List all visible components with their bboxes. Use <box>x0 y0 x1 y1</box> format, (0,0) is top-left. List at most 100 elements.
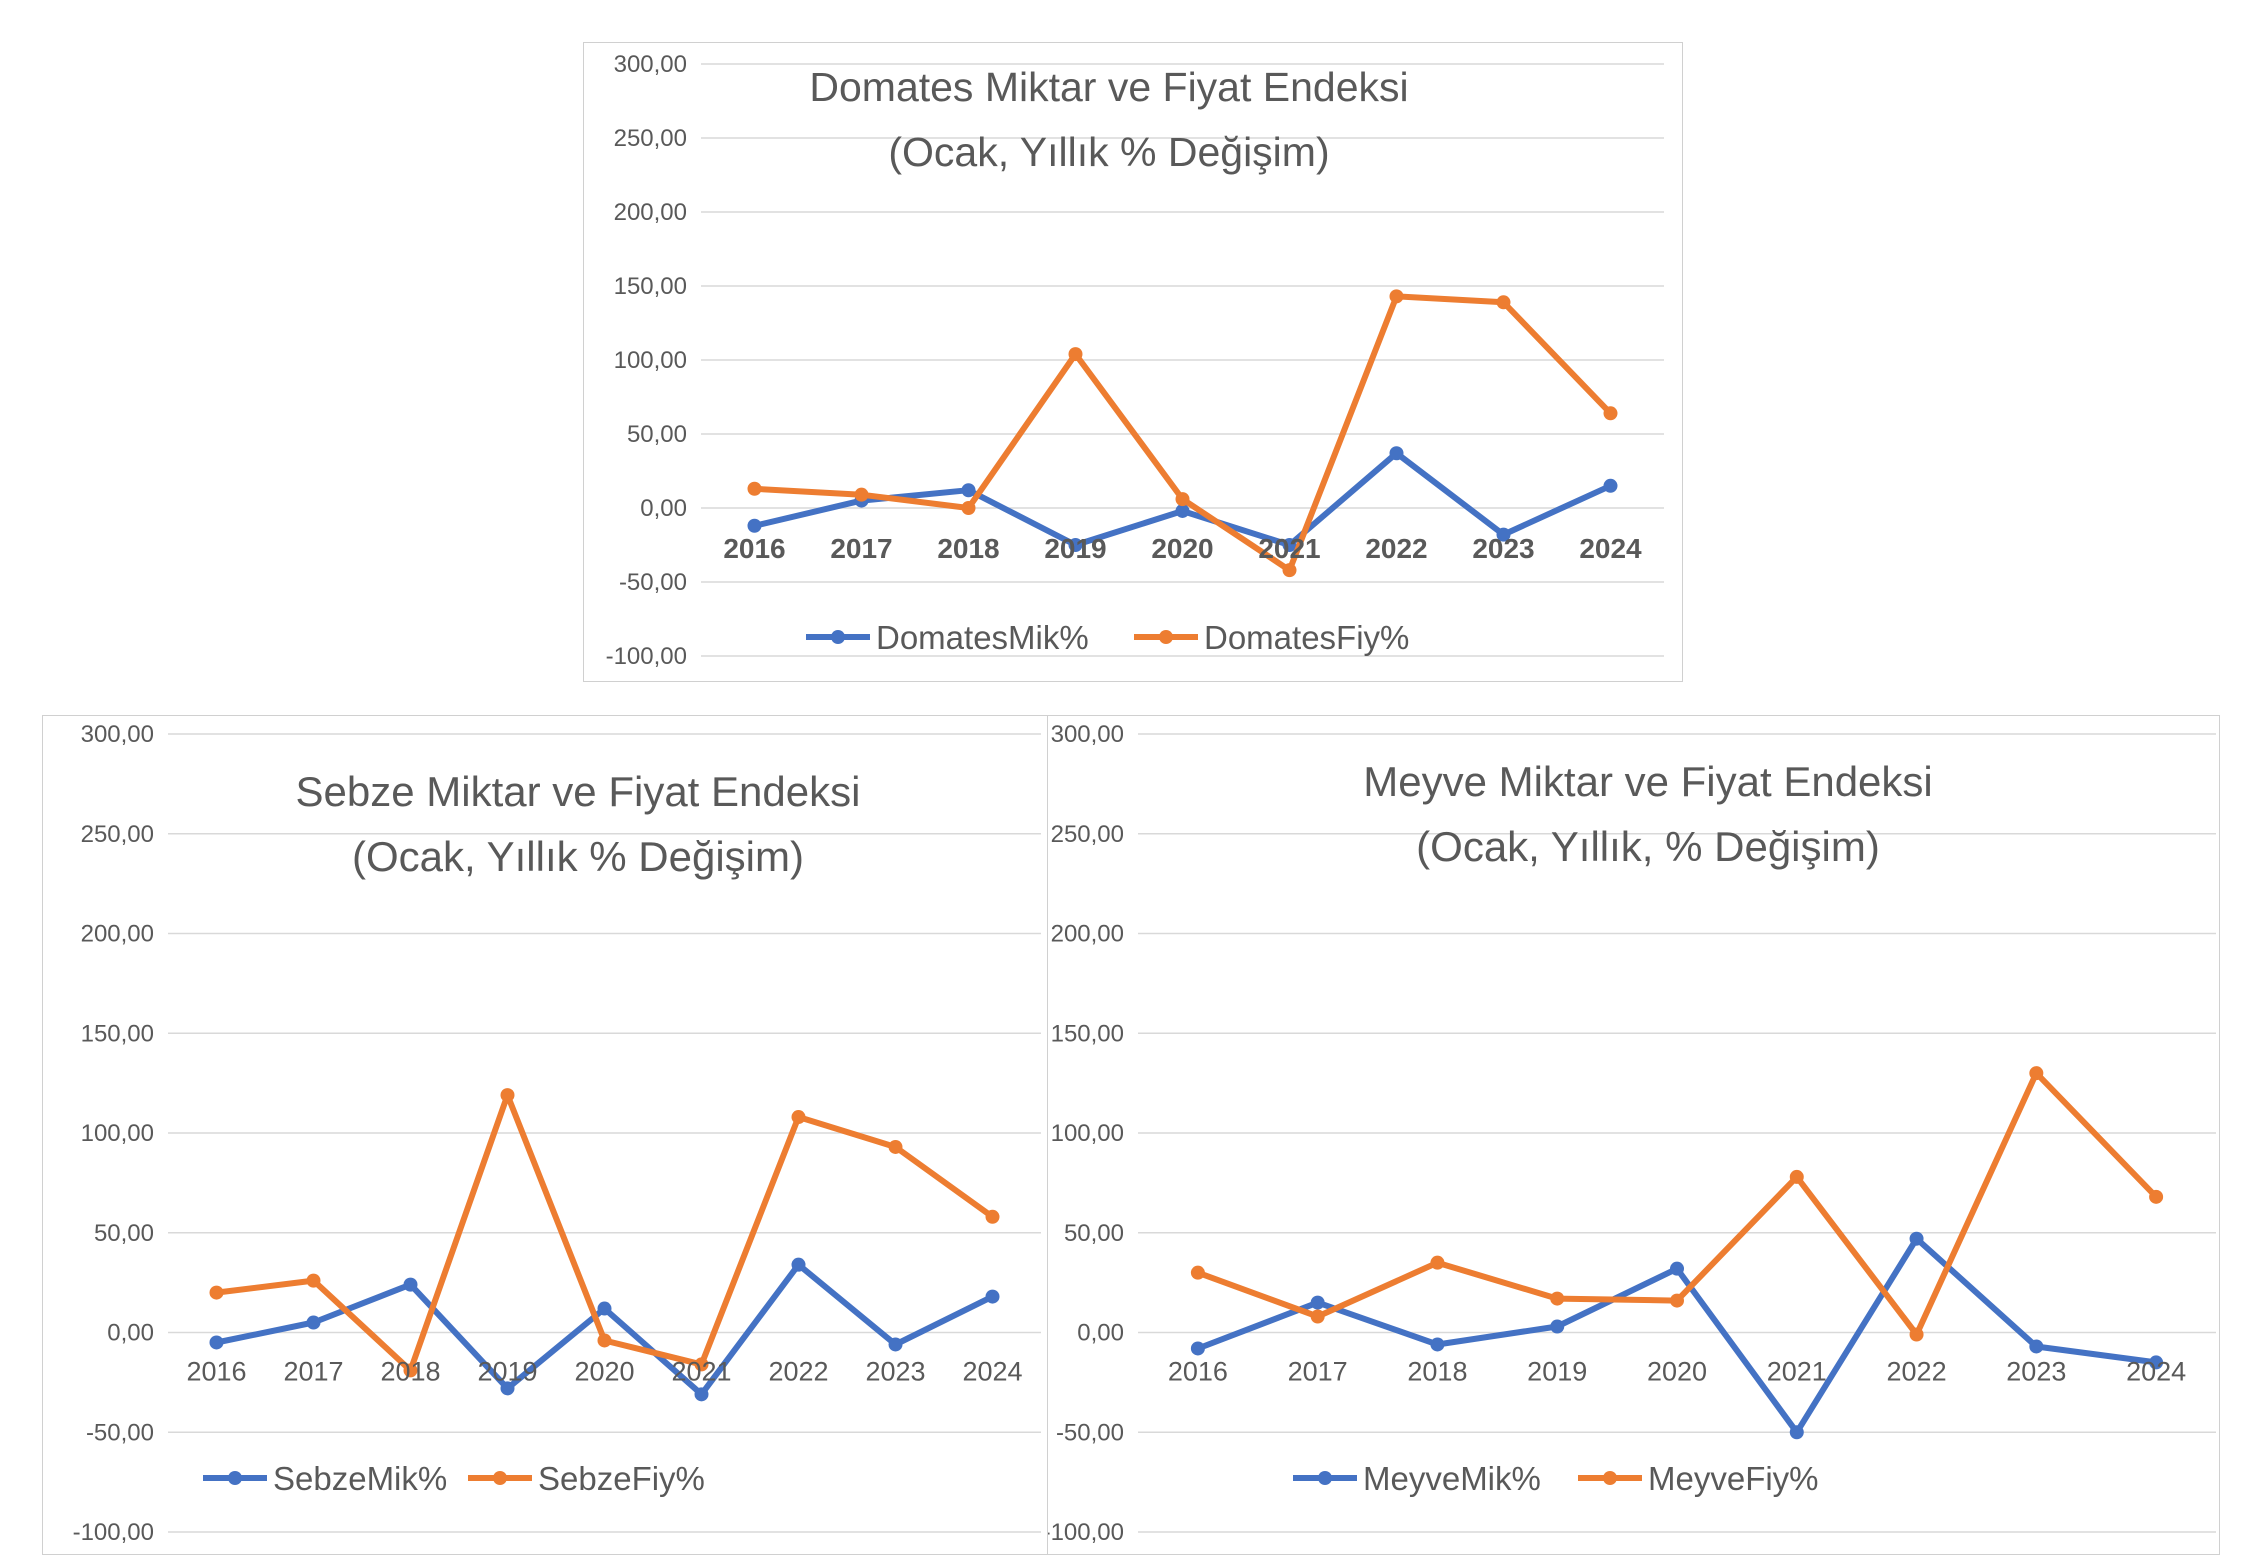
x-tick-label: 2019 <box>1044 533 1106 564</box>
legend-swatch-marker <box>1603 1471 1617 1485</box>
y-tick-label: 250,00 <box>614 125 687 152</box>
data-point <box>1670 1293 1684 1308</box>
chart-title: Sebze Miktar ve Fiyat Endeksi <box>296 768 861 815</box>
x-tick-label: 2020 <box>574 1357 634 1387</box>
chart-svg-meyve: 300,00 250,00 200,00 150,00 100,00 50,00 0,00 -… <box>1048 721 2216 1546</box>
data-point <box>791 1257 806 1272</box>
data-point <box>1068 347 1083 362</box>
y-tick-label: 250,00 <box>1051 821 1124 848</box>
chart-subtitle: (Ocak, Yıllık % Değişim) <box>888 129 1329 175</box>
data-point <box>2149 1189 2164 1204</box>
x-tick-label: 2021 <box>1258 533 1320 564</box>
data-point <box>1282 563 1297 578</box>
y-tick-label: 0,00 <box>1077 1320 1124 1347</box>
data-point <box>1430 1337 1445 1352</box>
y-tick-label: 250,00 <box>81 821 154 848</box>
x-tick-label: 2022 <box>1365 533 1427 564</box>
x-tick-label: 2018 <box>1407 1357 1467 1387</box>
data-point <box>1389 289 1404 304</box>
chart-domates: 300,00 250,00 200,00 150,00 100,00 50,00 0,00 -… <box>583 42 1683 682</box>
x-tick-label: 2018 <box>380 1357 440 1387</box>
legend-label: SebzeFiy% <box>538 1460 705 1497</box>
data-point <box>888 1337 903 1352</box>
data-point <box>403 1277 418 1292</box>
data-point <box>1789 1425 1804 1440</box>
y-tick-label: 100,00 <box>614 347 687 374</box>
data-point <box>1175 492 1190 507</box>
data-point <box>1190 1265 1205 1280</box>
y-tick-label: -50,00 <box>1056 1419 1124 1446</box>
x-tick-label: 2016 <box>723 533 785 564</box>
y-tick-label: -50,00 <box>619 569 687 596</box>
y-tick-label: 300,00 <box>614 51 687 78</box>
y-tick-label: -100,00 <box>606 643 687 670</box>
data-point <box>1190 1341 1205 1356</box>
data-point <box>1909 1327 1924 1342</box>
y-tick-label: -100,00 <box>73 1519 154 1546</box>
y-tick-label: 150,00 <box>81 1020 154 1047</box>
y-tick-label: -100,00 <box>1048 1519 1124 1546</box>
data-point <box>2149 1355 2164 1370</box>
data-point <box>209 1335 224 1350</box>
data-point <box>791 1110 806 1125</box>
chart-title: Meyve Miktar ve Fiyat Endeksi <box>1363 758 1933 805</box>
data-point <box>209 1285 224 1300</box>
legend-swatch-marker <box>831 630 845 644</box>
data-point <box>961 501 976 515</box>
x-tick-label: 2020 <box>1151 533 1213 564</box>
data-point <box>306 1315 321 1330</box>
legend-label: DomatesMik% <box>876 619 1089 656</box>
data-point <box>1789 1169 1804 1184</box>
legend-swatch-marker <box>493 1471 507 1485</box>
chart-svg-sebze: 300,00 250,00 200,00 150,00 100,00 50,00 0,00 -… <box>73 721 1041 1546</box>
x-tick-label: 2016 <box>186 1357 246 1387</box>
chart-title: Domates Miktar ve Fiyat Endeksi <box>809 64 1408 110</box>
data-point <box>1389 446 1404 461</box>
x-tick-label: 2023 <box>865 1357 925 1387</box>
x-tick-label: 2020 <box>1647 1357 1707 1387</box>
data-point <box>1909 1231 1924 1246</box>
data-point <box>747 481 762 496</box>
data-point <box>403 1363 418 1378</box>
legend-label: MeyveMik% <box>1363 1460 1541 1497</box>
data-point <box>985 1209 1000 1224</box>
legend-label: SebzeMik% <box>273 1460 447 1497</box>
data-point <box>888 1139 903 1154</box>
data-point <box>500 1381 515 1396</box>
data-point <box>1670 1261 1684 1276</box>
data-point <box>2029 1066 2044 1081</box>
data-point <box>1550 1319 1565 1334</box>
x-tick-label: 2017 <box>830 533 892 564</box>
y-tick-label: 150,00 <box>1051 1020 1124 1047</box>
data-point <box>1430 1255 1445 1270</box>
data-point <box>1068 538 1083 552</box>
x-tick-label: 2022 <box>768 1357 828 1387</box>
data-point <box>597 1333 612 1348</box>
x-tick-label: 2024 <box>962 1357 1022 1387</box>
y-tick-label: 200,00 <box>81 921 154 948</box>
y-tick-label: 300,00 <box>81 721 154 748</box>
y-tick-label: 50,00 <box>627 421 687 448</box>
x-tick-label: 2016 <box>1168 1357 1228 1387</box>
y-tick-label: 0,00 <box>107 1320 154 1347</box>
data-point <box>694 1387 709 1402</box>
x-tick-label: 2024 <box>2126 1357 2186 1387</box>
x-tick-label: 2018 <box>937 533 999 564</box>
x-tick-label: 2023 <box>2006 1357 2066 1387</box>
y-tick-label: 100,00 <box>81 1120 154 1147</box>
y-tick-label: 50,00 <box>1064 1220 1124 1247</box>
data-point <box>747 518 762 533</box>
legend-label: MeyveFiy% <box>1648 1460 1819 1497</box>
legend-swatch-marker <box>228 1471 242 1485</box>
data-point <box>1603 478 1618 493</box>
x-tick-label: 2022 <box>1887 1357 1947 1387</box>
data-point <box>1550 1291 1565 1306</box>
data-point <box>961 483 976 498</box>
data-point <box>597 1301 612 1316</box>
x-tick-label: 2019 <box>1527 1357 1587 1387</box>
data-point <box>1310 1295 1325 1310</box>
y-tick-label: 50,00 <box>94 1220 154 1247</box>
y-tick-label: -50,00 <box>86 1419 154 1446</box>
x-tick-label: 2024 <box>1579 533 1642 564</box>
y-tick-label: 200,00 <box>614 199 687 226</box>
